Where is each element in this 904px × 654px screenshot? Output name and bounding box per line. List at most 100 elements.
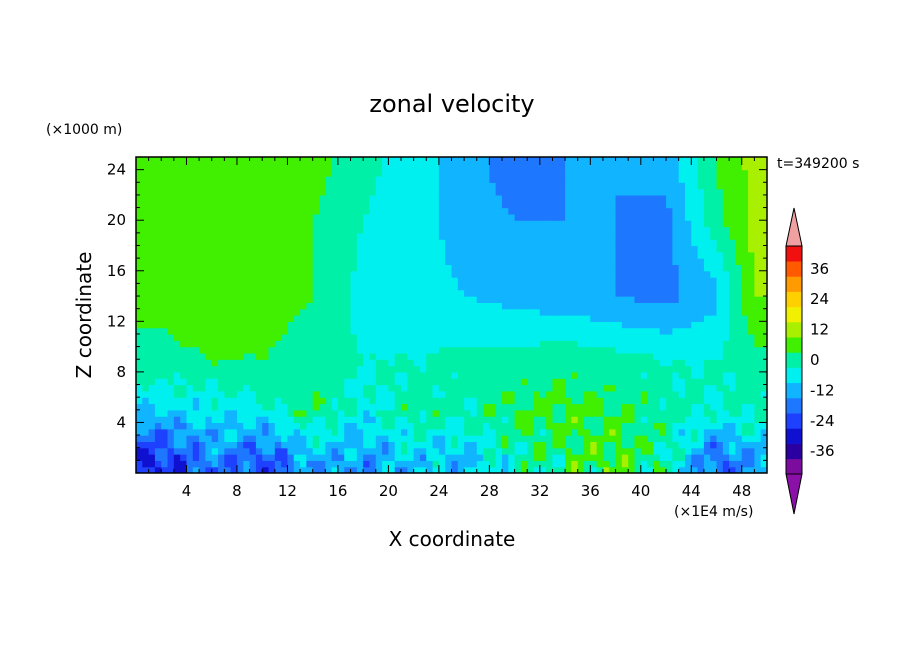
heat-cell xyxy=(602,454,610,461)
heat-cell xyxy=(760,447,767,455)
heat-cell xyxy=(218,365,225,373)
heat-cell xyxy=(672,454,680,461)
heat-cell xyxy=(602,283,610,291)
heat-cell xyxy=(306,264,314,272)
heat-cell xyxy=(230,175,238,183)
heat-cell xyxy=(249,454,257,461)
heat-cell xyxy=(735,371,743,379)
heat-cell xyxy=(451,245,459,253)
heat-cell xyxy=(407,365,415,373)
heat-cell xyxy=(571,390,579,398)
heat-cell xyxy=(678,296,686,303)
heat-cell xyxy=(224,390,232,398)
heat-cell xyxy=(306,352,314,360)
heat-cell xyxy=(760,289,767,297)
heat-cell xyxy=(331,213,339,221)
heat-cell xyxy=(684,264,692,272)
heat-cell xyxy=(199,416,207,424)
heat-cell xyxy=(647,157,655,164)
heat-cell xyxy=(565,201,572,209)
heat-cell xyxy=(552,327,560,335)
heat-cell xyxy=(615,466,623,473)
heat-cell xyxy=(489,397,497,405)
heat-cell xyxy=(287,352,295,360)
heat-cell xyxy=(211,182,219,190)
heat-cell xyxy=(678,371,686,379)
heat-cell xyxy=(457,378,465,386)
heat-cell xyxy=(382,384,389,392)
heat-cell xyxy=(735,340,743,348)
heat-cell xyxy=(363,435,371,442)
heat-cell xyxy=(268,207,276,215)
heat-cell xyxy=(205,422,213,430)
heat-cell xyxy=(729,239,737,247)
heat-cell xyxy=(571,201,579,209)
heat-cell xyxy=(363,466,371,473)
heat-cell xyxy=(369,422,377,430)
heat-cell xyxy=(615,390,623,398)
heat-cell xyxy=(666,371,673,379)
heat-cell xyxy=(748,359,755,367)
heat-cell xyxy=(287,371,295,379)
heat-cell xyxy=(186,169,194,177)
heat-cell xyxy=(729,403,737,411)
heat-cell xyxy=(293,327,301,335)
heat-cell xyxy=(584,163,591,171)
heat-cell xyxy=(577,428,585,436)
heat-cell xyxy=(211,169,219,177)
heat-cell xyxy=(527,175,535,183)
heat-cell xyxy=(602,245,610,253)
heat-cell xyxy=(508,422,516,430)
heat-cell xyxy=(262,321,270,329)
heat-cell xyxy=(703,454,711,461)
heat-cell xyxy=(375,296,383,303)
heat-cell xyxy=(565,194,572,202)
heat-cell xyxy=(199,289,207,297)
heat-cell xyxy=(508,460,516,468)
heat-cell xyxy=(691,188,699,196)
heat-cell xyxy=(318,213,326,221)
heat-cell xyxy=(337,245,345,253)
heat-cell xyxy=(483,194,490,202)
heat-cell xyxy=(337,321,345,329)
heat-cell xyxy=(243,340,251,348)
heat-cell xyxy=(546,270,554,278)
heat-cell xyxy=(501,220,509,228)
heat-cell xyxy=(199,283,207,291)
heat-cell xyxy=(192,213,200,221)
heat-cell xyxy=(344,365,352,373)
heat-cell xyxy=(325,207,333,215)
heat-cell xyxy=(281,163,289,171)
heat-cell xyxy=(148,289,156,297)
heat-cell xyxy=(281,397,289,405)
heat-cell xyxy=(356,169,364,177)
heat-cell xyxy=(621,188,629,196)
heat-cell xyxy=(628,194,636,202)
heat-cell xyxy=(470,213,478,221)
heat-cell xyxy=(180,403,188,411)
heat-cell xyxy=(451,378,459,386)
heat-cell xyxy=(331,308,339,316)
heat-cell xyxy=(205,346,213,354)
heat-cell xyxy=(754,277,762,284)
heat-cell xyxy=(546,327,554,335)
heat-cell xyxy=(148,213,156,221)
heat-cell xyxy=(520,175,528,183)
heat-cell xyxy=(312,264,320,272)
heat-cell xyxy=(262,258,270,266)
heat-cell xyxy=(281,371,289,379)
heat-cell xyxy=(722,264,730,272)
heat-cell xyxy=(647,220,655,228)
heat-cell xyxy=(236,308,244,316)
heat-cell xyxy=(527,466,535,473)
heat-cell xyxy=(697,416,705,424)
heat-cell xyxy=(476,239,484,247)
heat-cell xyxy=(584,365,591,373)
heat-cell xyxy=(621,251,629,259)
heat-cell xyxy=(666,226,673,234)
heat-cell xyxy=(192,403,200,411)
heat-cell xyxy=(558,201,566,209)
heat-cell xyxy=(154,277,162,284)
heat-cell xyxy=(154,308,162,316)
heat-cell xyxy=(577,157,585,164)
